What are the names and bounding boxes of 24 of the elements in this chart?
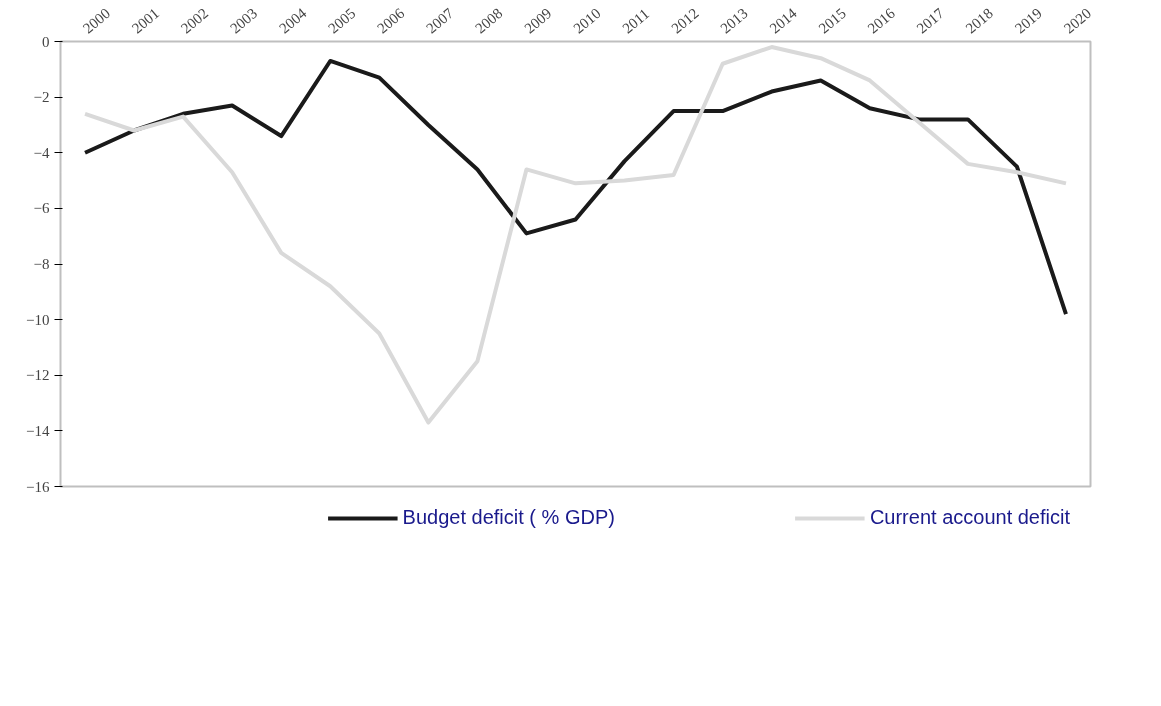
legend-label: Budget deficit ( % GDP) — [402, 506, 615, 529]
y-tick-label: −10 — [26, 311, 50, 328]
y-tick-label: −16 — [26, 478, 50, 495]
x-tick-label: 2020 — [1060, 5, 1095, 37]
x-tick-label: 2009 — [521, 5, 555, 37]
x-tick-label: 2019 — [1011, 5, 1046, 37]
x-tick-label: 2002 — [177, 5, 212, 37]
legend-label: Current account deficit — [869, 506, 1070, 529]
x-tick-label: 2013 — [717, 5, 751, 37]
x-tick-label: 2011 — [619, 5, 653, 37]
y-tick-label: −8 — [33, 256, 50, 272]
line-series — [83, 58, 1068, 317]
y-tick-label: −14 — [26, 422, 50, 439]
y-tick-label: −2 — [33, 89, 50, 106]
y-tick-label: −6 — [33, 200, 50, 217]
x-tick-label: 2003 — [227, 5, 261, 37]
y-tick-label: 0 — [42, 33, 50, 50]
y-tick-label: −4 — [33, 144, 50, 161]
x-tick-label: 2012 — [668, 5, 702, 37]
x-tick-label: 2000 — [79, 5, 114, 37]
line-series — [83, 45, 1068, 425]
x-tick-label: 2001 — [128, 5, 163, 37]
x-tick-label: 2010 — [570, 5, 604, 37]
y-tick-label: −12 — [26, 367, 50, 384]
